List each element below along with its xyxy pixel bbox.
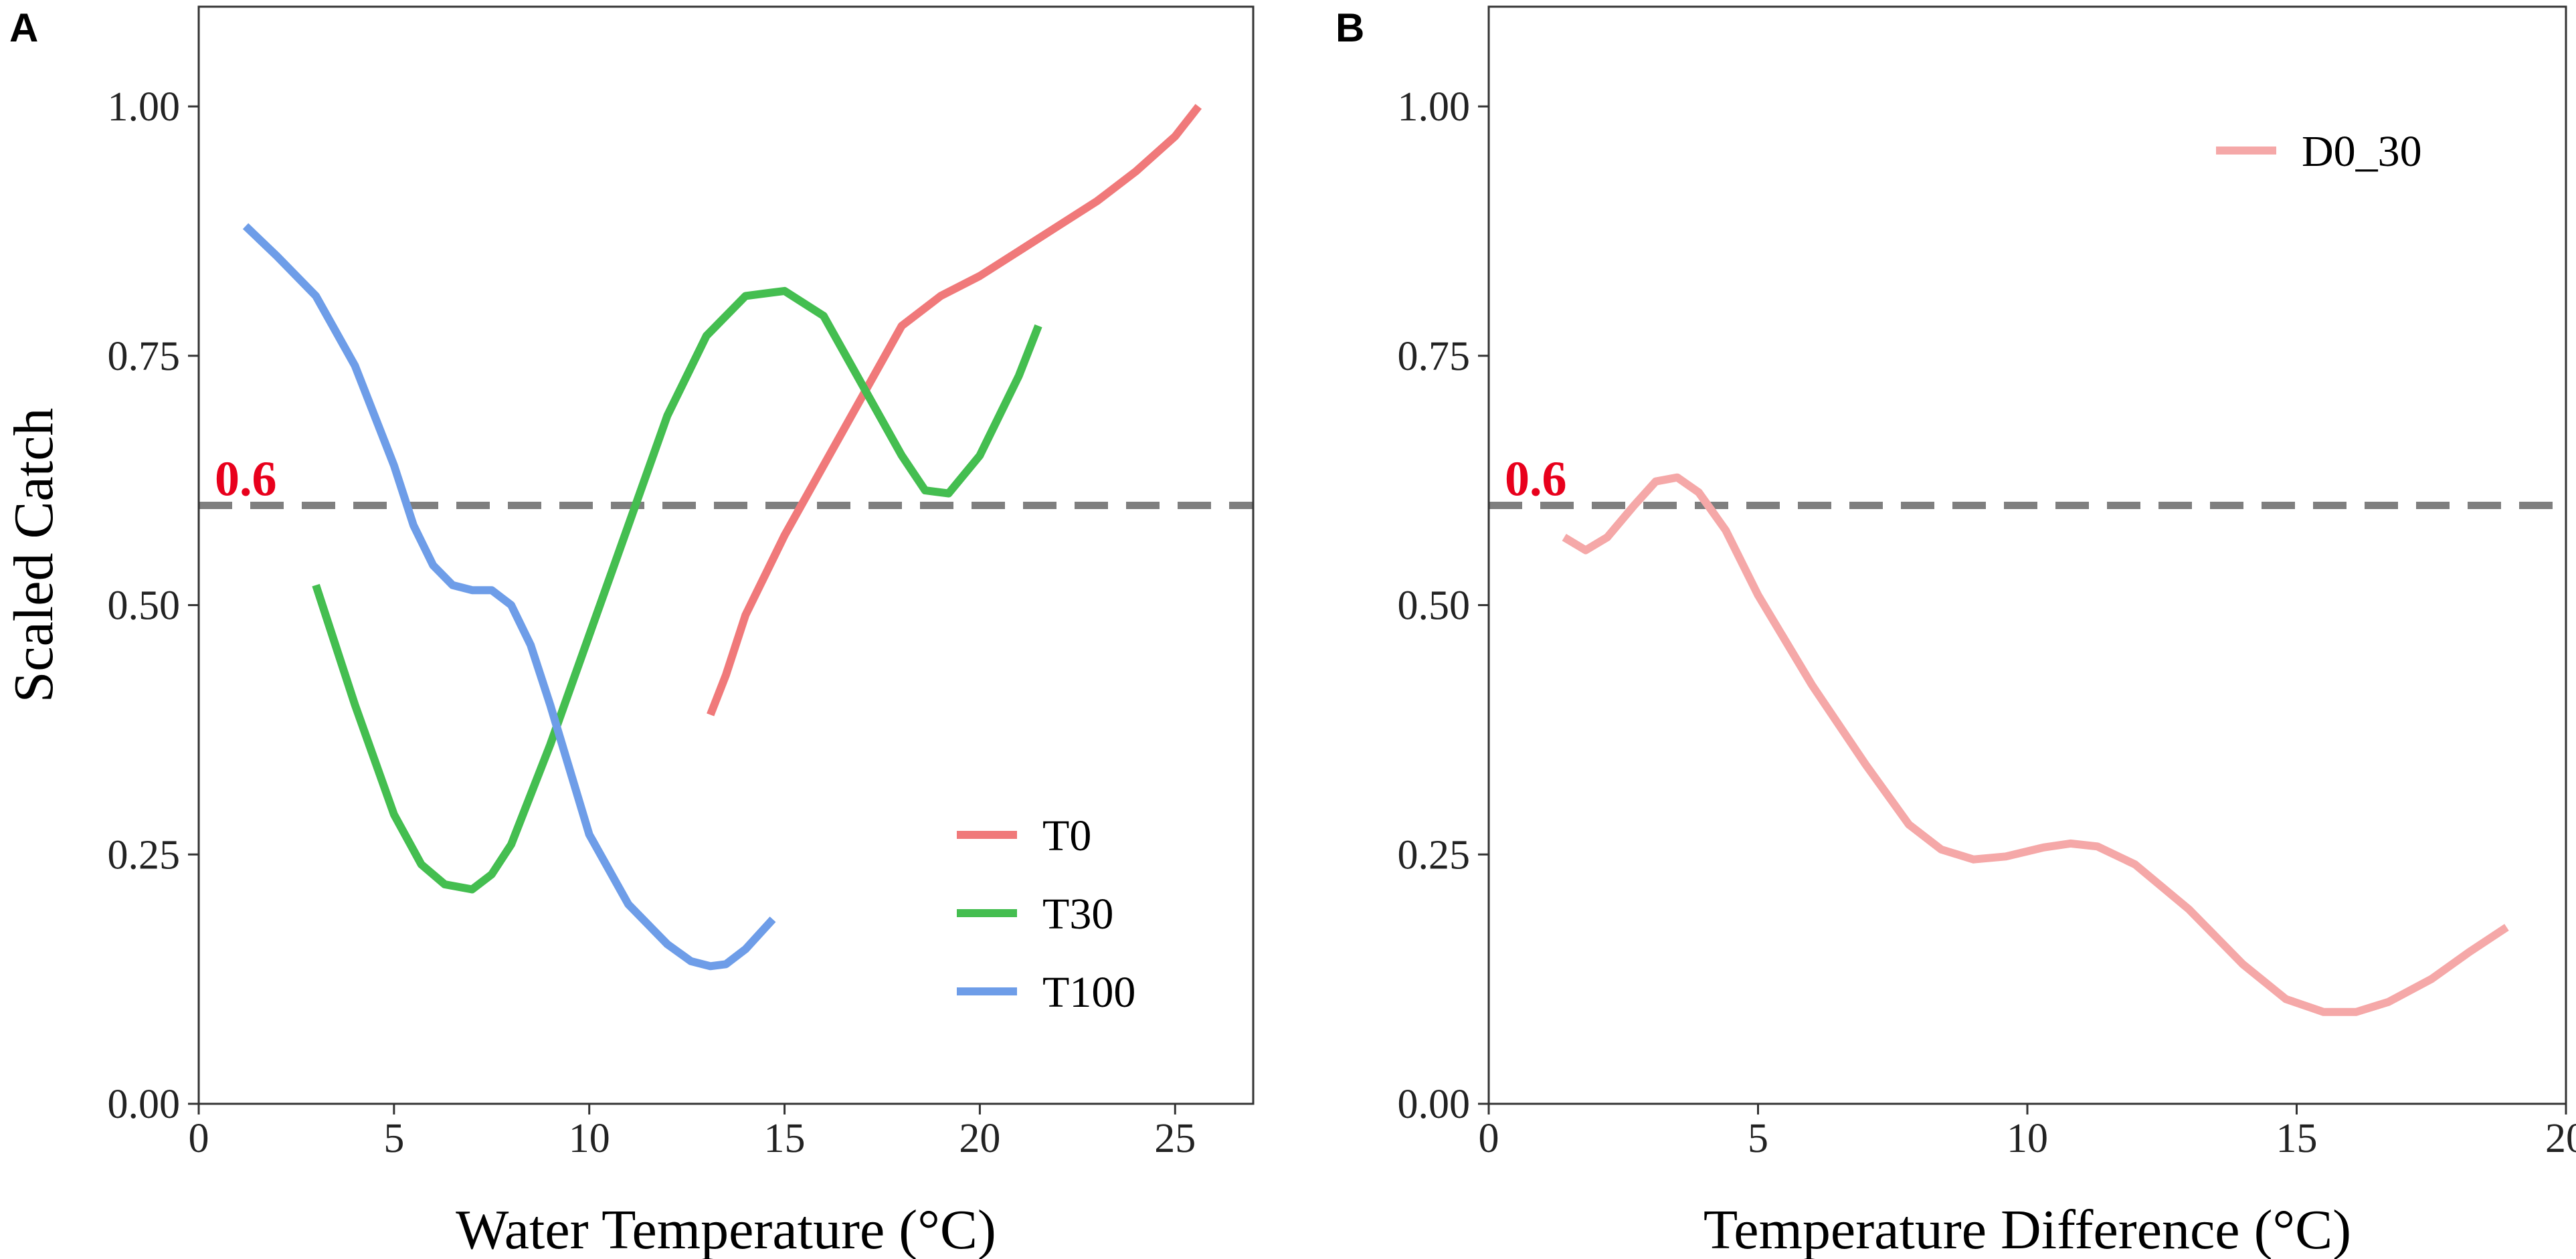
panel-b-x-tick-label: 0 bbox=[1479, 1116, 1499, 1161]
panel-a-x-tick-label: 20 bbox=[959, 1116, 1000, 1161]
panel-a-y-axis-title: Scaled Catch bbox=[3, 408, 65, 703]
panel-a-reference-label: 0.6 bbox=[215, 452, 277, 506]
panel-a-y-tick-label: 1.00 bbox=[108, 84, 181, 130]
panel-a-x-axis-title: Water Temperature (°C) bbox=[456, 1199, 996, 1259]
panel-b-legend-label: D0_30 bbox=[2302, 127, 2422, 176]
panel-b-series-d0-30 bbox=[1562, 473, 2509, 1016]
panel-a-letter: A bbox=[9, 5, 38, 50]
panel-a-legend-label: T0 bbox=[1042, 811, 1091, 860]
panel-b: B 0.6 0 5 10 15 20 0.00 0.25 0.50 0.75 1.00 Tempe… bbox=[1336, 5, 2576, 1259]
panel-b-legend: D0_30 bbox=[2216, 127, 2422, 176]
panel-a-x-tick-label: 15 bbox=[764, 1116, 806, 1161]
panel-b-x-tick-label: 20 bbox=[2545, 1116, 2576, 1161]
panel-b-x-axis-title: Temperature Difference (°C) bbox=[1704, 1199, 2351, 1259]
panel-a-legend-label: T100 bbox=[1042, 968, 1135, 1017]
panel-a-x-tick-label: 0 bbox=[189, 1116, 209, 1161]
panel-b-letter: B bbox=[1336, 5, 1364, 50]
panel-b-y-tick-label: 0.00 bbox=[1398, 1082, 1471, 1127]
panel-a-x-tick-label: 25 bbox=[1154, 1116, 1196, 1161]
panel-a-plot-frame bbox=[197, 5, 1255, 1105]
panel-a-x-tick-label: 5 bbox=[383, 1116, 404, 1161]
panel-a-y-tick-label: 0.25 bbox=[108, 832, 181, 878]
panel-a-series-t30 bbox=[312, 286, 1042, 894]
panel-a: A 0.6 0 5 10 15 20 25 0.00 0.25 0.50 0.75 1.00 Wat… bbox=[3, 5, 1255, 1259]
panel-b-x-tick-label: 5 bbox=[1748, 1116, 1768, 1161]
panel-b-x-tick-label: 15 bbox=[2276, 1116, 2318, 1161]
panel-b-y-tick-label: 0.25 bbox=[1398, 832, 1471, 878]
panel-a-x-tick-label: 10 bbox=[569, 1116, 610, 1161]
panel-b-reference-label: 0.6 bbox=[1505, 452, 1567, 506]
panel-a-legend-label: T30 bbox=[1042, 890, 1113, 939]
panel-b-x-tick-label: 10 bbox=[2007, 1116, 2048, 1161]
panel-a-series-t0 bbox=[707, 104, 1202, 716]
panel-a-y-tick-label: 0.00 bbox=[108, 1082, 181, 1127]
panel-b-y-tick-label: 0.50 bbox=[1398, 583, 1471, 629]
panel-a-series-t100 bbox=[242, 223, 776, 971]
panel-a-legend: T0 T30 T100 bbox=[957, 811, 1135, 1017]
panel-b-y-tick-label: 0.75 bbox=[1398, 334, 1471, 379]
panel-b-y-tick-label: 1.00 bbox=[1398, 84, 1471, 130]
panel-a-y-tick-label: 0.50 bbox=[108, 583, 181, 629]
panel-a-y-tick-label: 0.75 bbox=[108, 334, 181, 379]
